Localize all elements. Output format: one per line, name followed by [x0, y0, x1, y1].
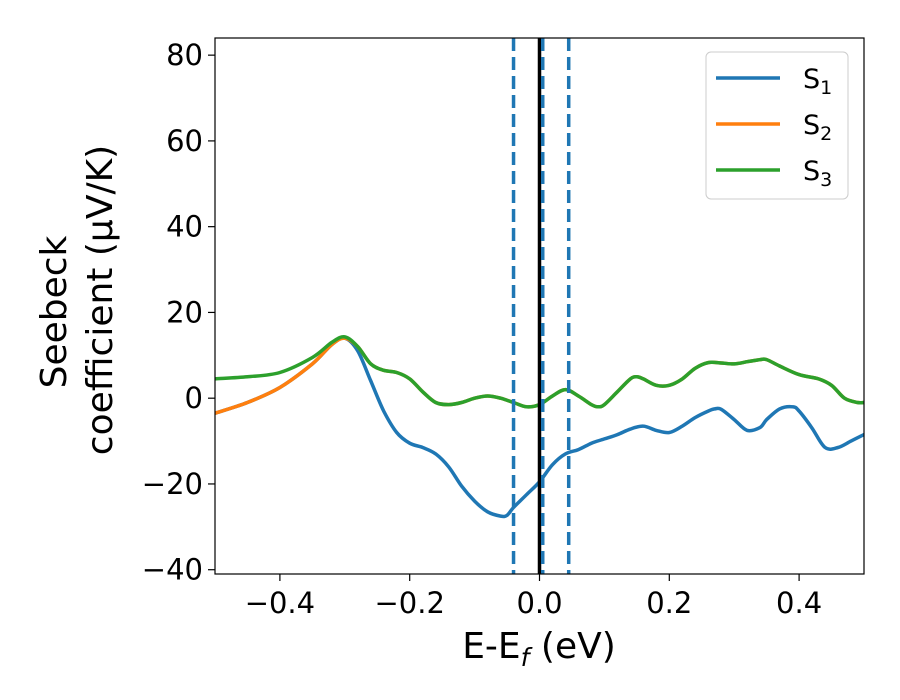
x-tick-label: 0.2: [646, 586, 692, 620]
y-axis-title-line2: coefficient (μV/K): [80, 145, 121, 455]
x-axis-title: E-Ef (eV): [462, 626, 616, 672]
plot-area: [215, 335, 864, 519]
reference-lines: [511, 38, 571, 574]
x-tick-label: 0.0: [516, 586, 562, 620]
legend-entry-s3: S3: [716, 156, 832, 191]
y-axis-title: Seebeck coefficient (μV/K): [34, 145, 121, 455]
series-line-s1: [215, 336, 864, 519]
legend-entry-s1: S1: [716, 64, 832, 99]
legend-label: S3: [803, 156, 832, 191]
y-axis-title-line1: Seebeck: [34, 235, 75, 388]
y-tick-label: 20: [166, 295, 203, 329]
y-tick-label: −40: [142, 553, 203, 587]
legend-entry-s2: S2: [716, 110, 832, 145]
y-axis-ticks: −40 −20 0 20 40 60 80: [142, 38, 215, 587]
y-tick-label: 0: [185, 381, 203, 415]
x-axis-ticks: −0.4 −0.2 0.0 0.2 0.4: [245, 574, 822, 620]
x-tick-label: −0.2: [374, 586, 444, 620]
legend-label: S1: [803, 64, 832, 99]
y-tick-label: 40: [166, 210, 203, 244]
y-tick-label: 60: [166, 124, 203, 158]
series-line-s3: [215, 335, 864, 409]
legend: S1 S2 S3: [705, 51, 849, 200]
x-axis-title-main: E-E: [462, 626, 520, 667]
legend-label: S2: [803, 110, 832, 145]
y-tick-label: 80: [166, 38, 203, 72]
x-tick-label: 0.4: [776, 586, 822, 620]
x-tick-label: −0.4: [245, 586, 315, 620]
y-tick-label: −20: [142, 467, 203, 501]
x-axis-title-unit: (eV): [529, 626, 615, 667]
